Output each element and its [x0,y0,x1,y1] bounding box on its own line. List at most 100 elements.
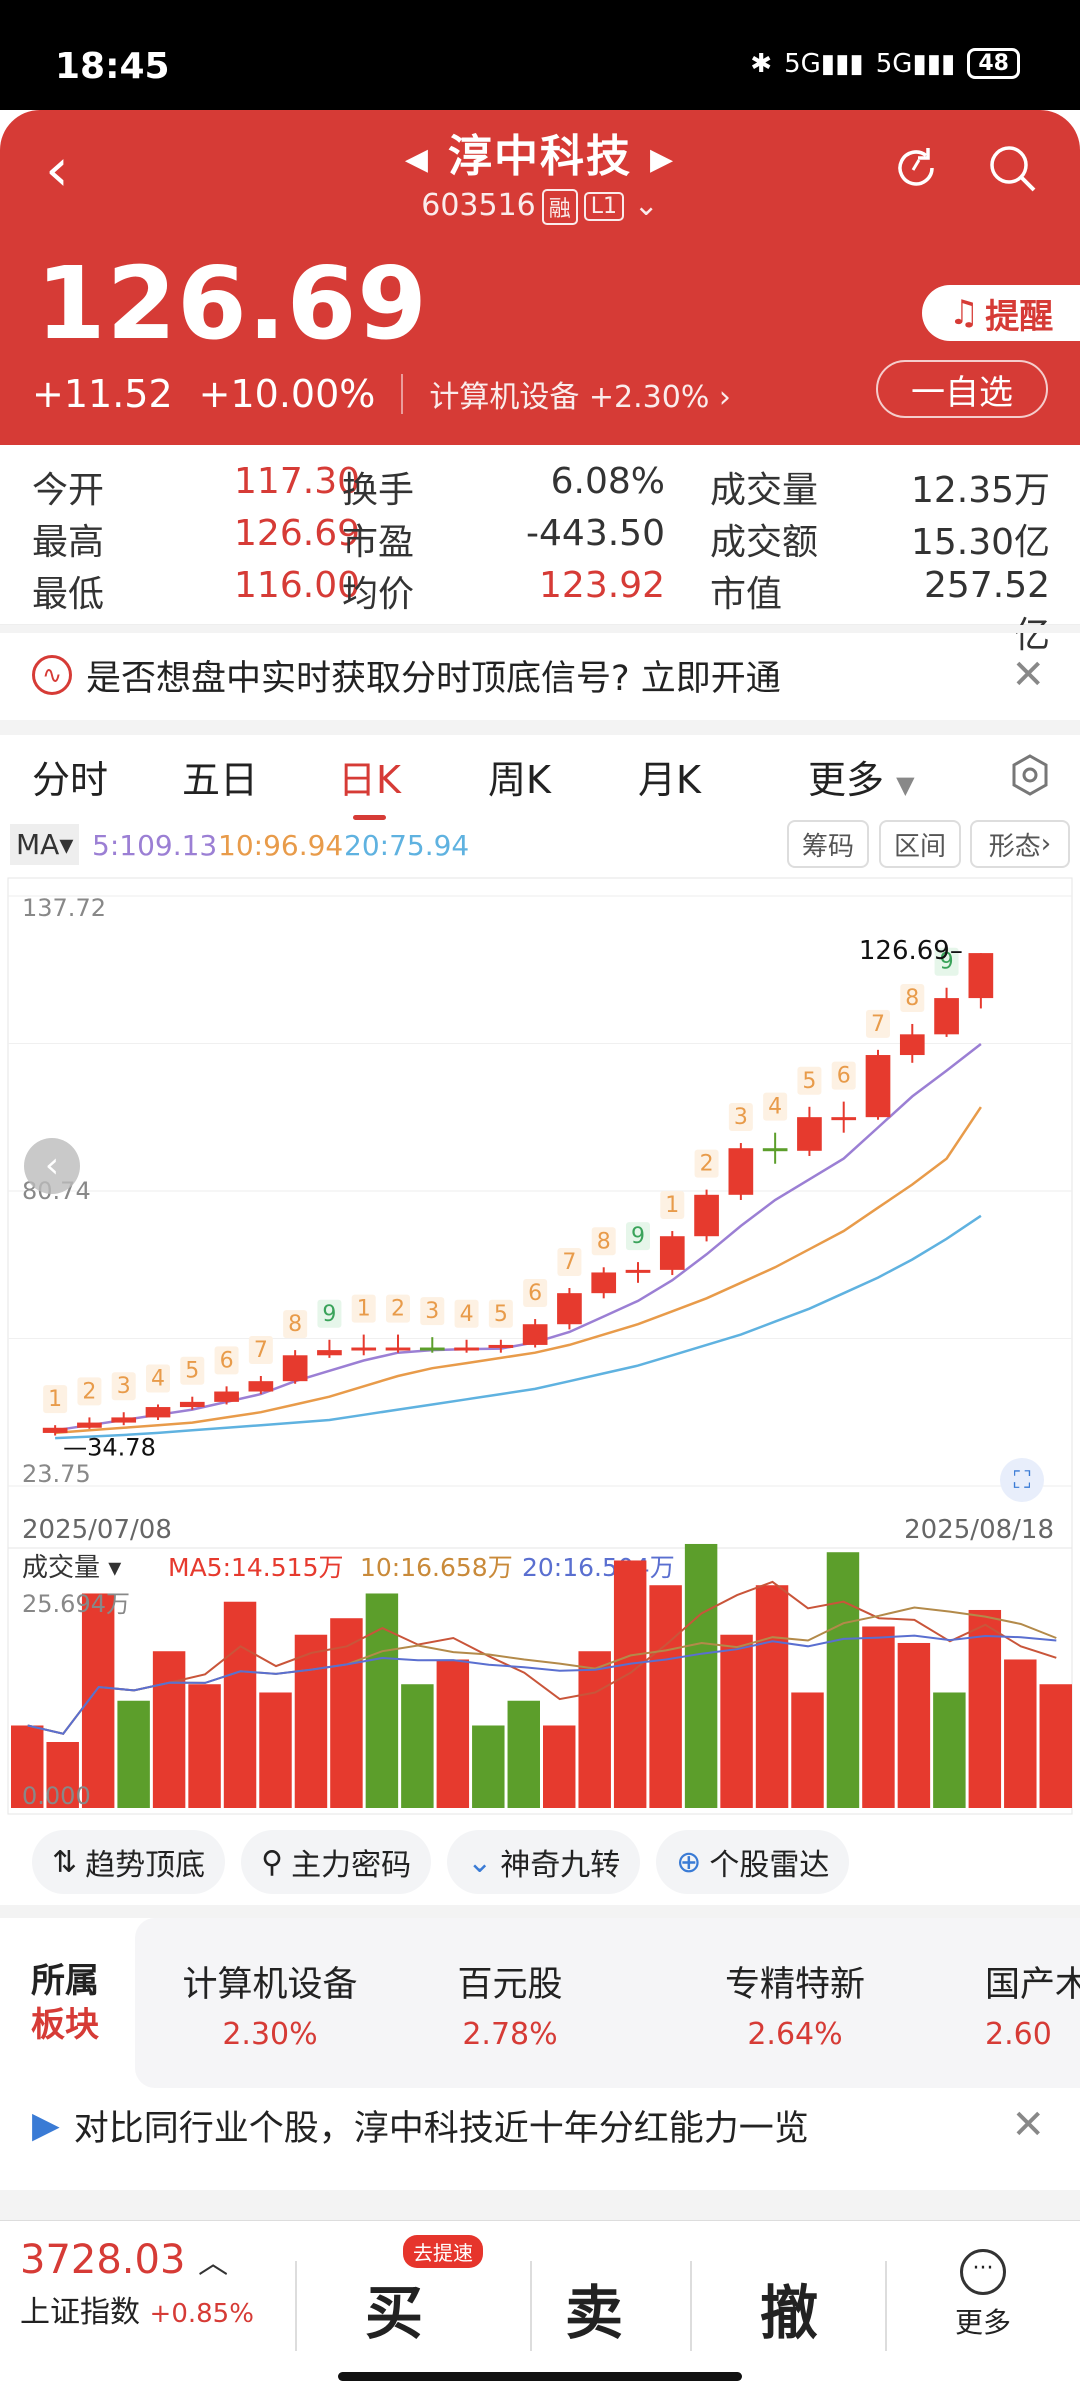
index-widget[interactable]: 3728.03 ︿ 上证指数 +0.85% [20,2237,254,2330]
volume-bar [188,1684,221,1808]
refresh-icon[interactable] [888,140,944,196]
stat-label: 今开 [32,470,105,511]
stat-value: 123.92 [539,565,665,606]
close-icon[interactable]: ✕ [1011,2102,1045,2148]
range-button[interactable]: 区间 [879,820,961,868]
ma-selector[interactable]: MA▾ [10,824,80,865]
industry-link[interactable]: 计算机设备 +2.30% › [429,380,731,415]
candle-body [282,1355,308,1382]
close-icon[interactable]: ✕ [1011,652,1045,698]
back-icon[interactable]: ‹ [45,135,69,205]
volume-bar [862,1626,895,1808]
signal-count: 5 [185,1359,199,1384]
signal-count: 4 [151,1366,165,1391]
signal-badge [488,1299,513,1328]
candle-body [42,1427,68,1433]
vol-ma-line [27,1580,1057,1735]
vol-ma-line [27,1634,1057,1735]
candle-body [591,1272,617,1294]
signal-badge [214,1346,239,1375]
vol-ma20-value: 20:16.504万 [522,1553,675,1582]
ma-bar: MA▾ 5:109.13 10:96.94 20:75.94 筹码 区间 形态 › [0,820,1080,876]
more-button[interactable]: ··· 更多 [955,2249,1011,2341]
candle-body [179,1401,205,1408]
signal-badge [77,1377,102,1406]
buy-button[interactable]: 买 [365,2279,424,2347]
signal-badge [900,983,925,1012]
signal-count: 2 [82,1379,96,1404]
search-icon[interactable] [984,140,1040,196]
signal-badge [454,1299,479,1328]
status-time: 18:45 [55,46,170,87]
chart-prev-icon[interactable] [24,1138,80,1194]
candle-body [145,1407,171,1418]
signal-count: 4 [768,1095,782,1120]
sector-card[interactable]: 百元股 2.78% [457,1965,563,2052]
dropdown-icon: ▼ [896,771,915,799]
signal-count: 8 [905,986,919,1011]
candle-body [762,1148,788,1152]
volume-bar [578,1651,611,1808]
candle-body [419,1347,445,1351]
prev-stock-icon[interactable]: ◀ [404,141,430,177]
stat-value: 12.35万 [910,470,1050,511]
dividend-banner[interactable]: ▶ 对比同行业个股，淳中科技近十年分红能力一览 ✕ [0,2080,1080,2170]
candle-body [385,1347,411,1351]
candle-body [659,1236,685,1270]
ma5-line [54,1043,982,1432]
pattern-button[interactable]: 形态 › [970,820,1070,868]
banner-text: 对比同行业个股，淳中科技近十年分红能力一览 [73,2108,809,2149]
trend-top-bottom-button[interactable]: ⇅ 趋势顶底 [32,1830,226,1894]
volume-bar [968,1609,1002,1808]
volume-bar [401,1684,434,1808]
volume-bar [897,1642,931,1808]
more-icon: ··· [960,2249,1006,2295]
candle-body [77,1422,102,1428]
volume-bar [720,1634,753,1808]
tab-more[interactable]: 更多 ▼ [808,758,915,802]
magic-nine-button[interactable]: ⌄ 神奇九转 [447,1830,641,1894]
stat-label: 最高 [32,522,105,563]
signal-badge [386,1294,410,1323]
chip-button[interactable]: 筹码 [787,820,869,868]
bell-icon: ♫ [948,293,980,333]
fullscreen-glyph: ⛶ [1013,1466,1031,1494]
volume-bar [436,1659,470,1808]
volume-bar [294,1634,328,1808]
signal-count: 3 [117,1374,131,1399]
signal-count: 5 [494,1302,508,1327]
sector-card[interactable]: 专精特新 2.64% [724,1965,865,2052]
main-force-button[interactable]: ⚲ 主力密码 [241,1830,432,1894]
sector-card[interactable]: 国产木 2.60 [985,1965,1080,2052]
sector-card[interactable]: 计算机设备 2.30% [182,1965,358,2052]
signal-icon: 5G▮▮▮ [784,48,864,79]
next-stock-icon[interactable]: ▶ [650,141,676,177]
tab-intraday[interactable]: 分时 [32,758,109,802]
low-price-label: —34.78 [63,1434,156,1462]
home-indicator [338,2372,742,2381]
tab-daily-k[interactable]: 日K [338,749,401,820]
current-price: 126.69 [36,245,428,362]
kline-chart[interactable]: 137.7280.7423.75123456789123456789123456… [0,876,1080,1816]
signal2-icon: 5G▮▮▮ [875,48,956,79]
volume-bar [1004,1659,1037,1808]
stock-radar-button[interactable]: ⊕ 个股雷达 [656,1830,850,1894]
settings-icon[interactable] [1008,753,1052,797]
chevron-down-icon[interactable]: ⌄ [633,188,659,223]
remind-button[interactable]: ♫ 提醒 [922,285,1080,341]
vol-ma5-value: MA5:14.515万 [168,1553,343,1582]
tab-five-day[interactable]: 五日 [182,758,259,802]
play-icon: ▶ [32,2104,60,2146]
watchlist-button[interactable]: 一自选 [876,360,1048,418]
y-axis-min-label: 23.75 [22,1460,91,1488]
divider [690,2261,692,2351]
tab-weekly-k[interactable]: 周K [488,758,551,802]
fullscreen-icon[interactable] [1000,1458,1044,1502]
tab-monthly-k[interactable]: 月K [638,758,701,802]
period-tabs: 分时 五日 日K 周K 月K 更多 ▼ [0,735,1080,820]
cancel-order-button[interactable]: 撤 [760,2279,819,2347]
signal-promo-banner[interactable]: ∿ 是否想盘中实时获取分时顶底信号? 立即开通 ✕ [0,630,1080,720]
vol-max-label: 25.694万 [22,1590,130,1618]
stock-title: ◀ 淳中科技 ▶ [404,131,676,182]
sell-button[interactable]: 卖 [565,2279,624,2347]
